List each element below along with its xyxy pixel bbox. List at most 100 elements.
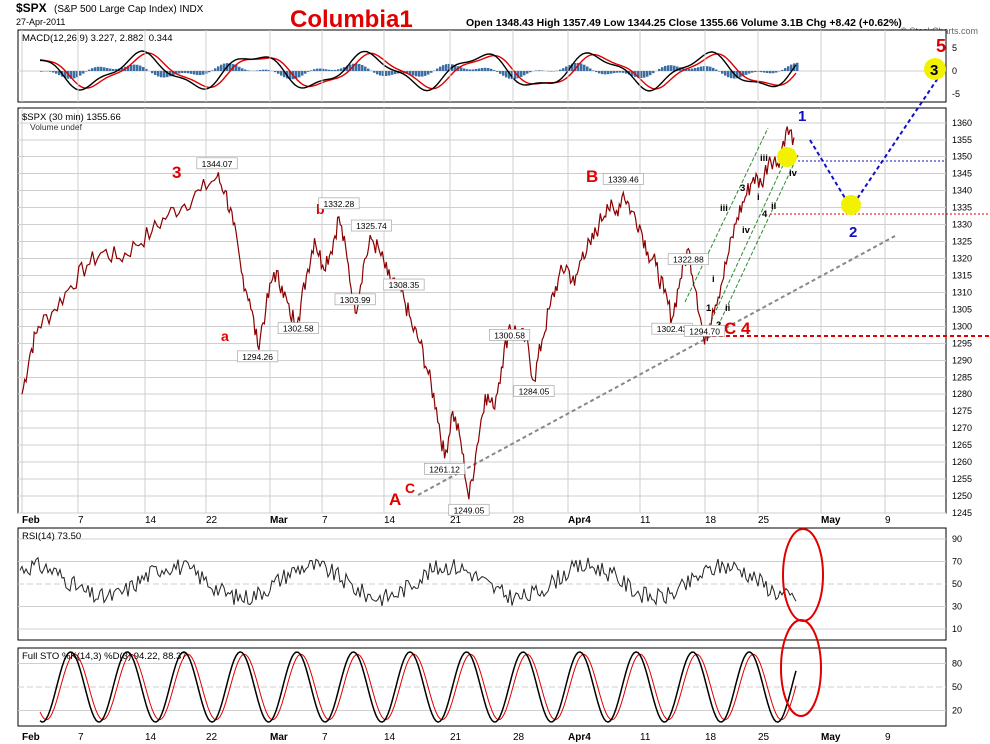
price-tick-label: 1300 [952, 321, 972, 331]
x-axis-label: Apr4 [568, 515, 591, 526]
macd-histogram-bar [376, 71, 379, 75]
price-label: $SPX (30 min) 1355.66 [22, 112, 121, 123]
x-axis-label: Apr4 [568, 732, 591, 743]
chart-title: Columbia1 [290, 6, 413, 33]
macd-histogram-bar [313, 69, 316, 71]
macd-histogram-bar [520, 71, 523, 77]
macd-histogram-bar [700, 66, 703, 71]
annotation-box [334, 293, 376, 306]
minor-label-ii-upper: ii [771, 201, 776, 212]
x-axis-label: Feb [22, 515, 40, 526]
macd-histogram-bar [112, 68, 115, 71]
wave-label-3: 3 [172, 163, 181, 182]
macd-histogram-bar [550, 71, 553, 72]
macd-histogram-bar [652, 71, 655, 74]
macd-histogram-bar [157, 71, 160, 77]
wave-label-C-lower: C [405, 480, 415, 496]
macd-histogram-bar [472, 69, 475, 71]
sto-tick-label: 50 [952, 682, 962, 692]
macd-histogram-bar [97, 66, 100, 71]
macd-histogram-bar [490, 68, 493, 71]
macd-histogram-bar [493, 70, 496, 71]
price-annotation: 1302.58 [283, 324, 314, 334]
chart-date: 27-Apr-2011 [16, 17, 65, 27]
macd-histogram-bar [697, 67, 700, 71]
x-axis-label: 22 [206, 732, 218, 743]
price-annotation: 1261.12 [429, 464, 460, 474]
macd-histogram-bar [442, 65, 445, 71]
macd-histogram-bar [787, 66, 790, 71]
macd-histogram-bar [331, 69, 334, 71]
macd-histogram-bar [781, 69, 784, 71]
price-annotation: 1308.35 [389, 280, 420, 290]
macd-histogram-bar [601, 71, 604, 75]
macd-panel: MACD(12,26,9) 3.227, 2.882, 0.344 50-5 [17, 29, 960, 103]
x-axis-label: 14 [145, 732, 157, 743]
macd-histogram-bar [256, 70, 259, 71]
macd-histogram-bar [742, 71, 745, 77]
price-tick-label: 1320 [952, 254, 972, 264]
macd-histogram-bar [361, 64, 364, 71]
macd-histogram-bar [229, 63, 232, 71]
macd-histogram-bar [583, 64, 586, 71]
macd-histogram-bar [346, 65, 349, 71]
rsi-tick-label: 70 [952, 557, 962, 567]
macd-histogram-bar [664, 65, 667, 71]
macd-histogram-bar [796, 62, 799, 71]
macd-histogram-bar [439, 66, 442, 71]
x-axis-label: May [821, 732, 841, 743]
macd-histogram-bar [382, 71, 385, 77]
macd-histogram-bar [394, 71, 397, 75]
macd-histogram-bar [517, 71, 520, 79]
macd-histogram-bar [190, 71, 193, 74]
macd-histogram-bar [259, 70, 262, 71]
macd-histogram-bar [445, 64, 448, 71]
macd-histogram-bar [235, 65, 238, 71]
macd-histogram-bar [580, 63, 583, 71]
macd-histogram-bar [790, 64, 793, 71]
macd-histogram-bar [277, 71, 280, 74]
annotation-box [383, 278, 425, 291]
price-annotation: 1325.74 [356, 221, 387, 231]
macd-histogram-bar [262, 69, 265, 71]
macd-histogram-bar [55, 71, 58, 74]
macd-histogram-bar [526, 71, 529, 74]
annotation-box [489, 329, 531, 341]
price-annotations: 1344.07 1294.26 1302.58 1332.28 1303.99 1325.… [196, 157, 726, 516]
x-axis-label: 7 [78, 515, 84, 526]
sto-panel: Full STO %K(14,3) %D(3) 94.22, 88.37 80 5… [17, 619, 962, 727]
minor-label-iv-upper: iv [789, 168, 798, 179]
sto-tick-label: 20 [952, 705, 962, 715]
macd-histogram-bar [283, 71, 286, 78]
wave-label-1-blue: 1 [798, 108, 806, 125]
macd-histogram-bar [484, 67, 487, 71]
wave-labels: 3 a b A C B C 4 1 2 5 3 [172, 36, 946, 509]
price-annotation: 1294.26 [242, 352, 273, 362]
macd-histogram-bar [589, 68, 592, 71]
price-tick-label: 1335 [952, 203, 972, 213]
price-annotation: 1322.88 [673, 255, 704, 265]
macd-line [39, 50, 797, 92]
macd-histogram-bar [613, 71, 616, 74]
macd-histogram-bar [388, 71, 391, 76]
macd-histogram-bar [115, 68, 118, 71]
macd-histogram-bar [364, 66, 367, 71]
price-panel: 1245125012551260126512701275128012851290… [17, 30, 990, 726]
rsi-tick-label: 10 [952, 624, 962, 634]
macd-histogram-bar [658, 68, 661, 71]
macd-histogram-bar [595, 71, 598, 73]
macd-tick-label: -5 [952, 89, 960, 99]
highlight-dot-2 [841, 195, 861, 215]
macd-histogram-bar [424, 71, 427, 76]
minor-label-4: 4 [762, 209, 768, 220]
price-annotation: 1332.28 [324, 199, 355, 209]
macd-histogram-bar [202, 71, 205, 75]
price-tick-label: 1290 [952, 355, 972, 365]
minor-wave-labels: 1 2 i ii iii iv 3 4 iii iv i ii [706, 153, 798, 331]
sto-highlight-ellipse [780, 619, 822, 717]
macd-histogram-bar [604, 71, 607, 75]
macd-histogram-bar [49, 71, 52, 72]
macd-histogram-bar [100, 66, 103, 71]
macd-histogram-bar [754, 71, 757, 73]
macd-histogram-bar [760, 71, 763, 73]
